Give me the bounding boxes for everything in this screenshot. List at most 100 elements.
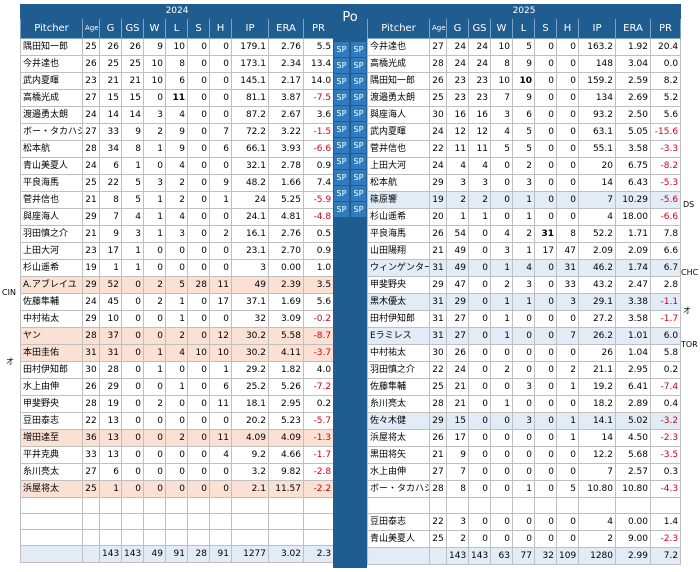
cell-pr: -3.5 bbox=[649, 446, 682, 464]
cell-w: 10 bbox=[490, 72, 513, 90]
cell-ip: 30.2 bbox=[231, 327, 269, 345]
cell-g: 13 bbox=[99, 429, 122, 447]
cell-name: 本田圭佑 bbox=[20, 344, 83, 362]
empty-cell bbox=[121, 497, 144, 514]
cell-g: 4 bbox=[446, 157, 469, 175]
empty-cell bbox=[165, 497, 188, 514]
cell-l: 5 bbox=[512, 140, 535, 158]
cell-s: 0 bbox=[534, 429, 557, 447]
cell-ip: 24.1 bbox=[231, 208, 269, 226]
cell-w: 0 bbox=[143, 157, 166, 175]
pitcher-row: 羽田慎之介 21 9 3 1 3 0 2 16.1 2.76 0.5 bbox=[20, 225, 335, 243]
pitcher-row: 杉山遥希 19 1 1 0 0 0 0 3 0.00 1.0 bbox=[20, 259, 335, 277]
cell-era bbox=[615, 497, 651, 514]
cell-name: 浜屋将太 bbox=[367, 429, 430, 447]
pitcher-row bbox=[367, 497, 682, 514]
cell-w: 1 bbox=[490, 327, 513, 345]
cell-s: 0 bbox=[534, 293, 557, 311]
sp-badge: SP bbox=[351, 186, 366, 201]
cell-era: 1.71 bbox=[615, 225, 651, 243]
cell-w: 0 bbox=[143, 259, 166, 277]
cell-pr: 6.0 bbox=[649, 327, 682, 345]
cell-s: 28 bbox=[187, 276, 210, 294]
cell-age: 24 bbox=[82, 293, 100, 311]
cell-era: 4.81 bbox=[268, 208, 304, 226]
cell-w: 2 bbox=[490, 276, 513, 294]
cell-pr: 5.8 bbox=[649, 344, 682, 362]
total-h: 91 bbox=[209, 545, 232, 563]
year-label: 2025 bbox=[366, 4, 682, 19]
cell-age: 25 bbox=[429, 89, 447, 107]
cell-ip: 12.2 bbox=[578, 446, 616, 464]
cell-pr: 5.5 bbox=[302, 38, 335, 56]
cell-s: 0 bbox=[534, 38, 557, 56]
cell-pr: 14.0 bbox=[302, 72, 335, 90]
cell-s: 0 bbox=[187, 72, 210, 90]
cell-w: 0 bbox=[490, 480, 513, 498]
cell-w: 9 bbox=[143, 38, 166, 56]
cell-gs: 5 bbox=[121, 174, 144, 192]
cell-h: 0 bbox=[556, 89, 579, 107]
cell-g: 22 bbox=[99, 174, 122, 192]
cell-h: 33 bbox=[556, 276, 579, 294]
cell-age: 25 bbox=[82, 174, 100, 192]
cell-name: 上田大河 bbox=[367, 157, 430, 175]
cell-age: 28 bbox=[82, 140, 100, 158]
cell-h: 0 bbox=[209, 38, 232, 56]
cell-w: 2 bbox=[143, 276, 166, 294]
totals-row: 143 143 63 77 32 109 1280 2.99 7.2 bbox=[367, 547, 682, 565]
cell-ip: 16.1 bbox=[231, 225, 269, 243]
table-2025: 2025 Pitcher Age G GS W L S H IP ERA PR 今井達也 27 24 24 10… bbox=[366, 4, 682, 565]
cell-ip: 20 bbox=[578, 157, 616, 175]
cell-h: 0 bbox=[209, 310, 232, 328]
total-s: 28 bbox=[187, 545, 210, 563]
cell-g: 37 bbox=[99, 327, 122, 345]
cell-w: 1 bbox=[143, 361, 166, 379]
cell-s: 0 bbox=[187, 395, 210, 413]
pitcher-row: 武内夏暉 24 12 12 4 5 0 0 63.1 5.05 -15.6 bbox=[367, 123, 682, 141]
empty-cell bbox=[209, 513, 232, 530]
sp-badge: SP bbox=[334, 154, 349, 169]
cell-gs: 3 bbox=[121, 225, 144, 243]
cell-age: 36 bbox=[82, 429, 100, 447]
pitcher-row: 菅井信也 21 8 5 1 2 0 1 24 5.25 -5.9 bbox=[20, 191, 335, 209]
pitcher-row: 佐藤隼輔 24 45 0 2 1 0 17 37.1 1.69 5.6 bbox=[20, 293, 335, 311]
cell-w: 1 bbox=[143, 225, 166, 243]
cell-age bbox=[429, 497, 447, 514]
cell-s: 0 bbox=[534, 174, 557, 192]
cell-ip: 26.2 bbox=[578, 327, 616, 345]
cell-w: 0 bbox=[143, 429, 166, 447]
cell-h: 11 bbox=[209, 429, 232, 447]
cell-era: 2.70 bbox=[268, 242, 304, 260]
cell-age: 22 bbox=[429, 513, 447, 531]
cell-era: 9.00 bbox=[615, 530, 651, 548]
cell-g: 9 bbox=[446, 446, 469, 464]
cell-h: 6 bbox=[209, 378, 232, 396]
cell-h: 0 bbox=[556, 55, 579, 73]
cell-w: 0 bbox=[143, 310, 166, 328]
cell-l: 1 bbox=[165, 310, 188, 328]
cell-gs: 0 bbox=[468, 361, 491, 379]
cell-l: 1 bbox=[512, 293, 535, 311]
cell-pr: -5.3 bbox=[649, 174, 682, 192]
cell-h: 0 bbox=[556, 106, 579, 124]
cell-ip: 25.2 bbox=[231, 378, 269, 396]
cell-h: 1 bbox=[209, 361, 232, 379]
cell-l: 0 bbox=[512, 463, 535, 481]
cell-g: 23 bbox=[446, 89, 469, 107]
cell-l: 3 bbox=[512, 276, 535, 294]
cell-era: 1.92 bbox=[615, 38, 651, 56]
cell-name: 佐藤隼輔 bbox=[20, 293, 83, 311]
cell-s: 0 bbox=[534, 361, 557, 379]
cell-era: 4.66 bbox=[268, 446, 304, 464]
sp-badge: SP bbox=[334, 122, 349, 137]
cell-name: 黒木優太 bbox=[367, 293, 430, 311]
cell-era: 1.69 bbox=[268, 293, 304, 311]
cell-gs: 4 bbox=[468, 157, 491, 175]
cell-name: 糸川亮太 bbox=[367, 395, 430, 413]
pitcher-row: 今井達也 27 24 24 10 5 0 0 163.2 1.92 20.4 bbox=[367, 38, 682, 56]
cell-h: 0 bbox=[556, 530, 579, 548]
cell-name: 武内夏暉 bbox=[20, 72, 83, 90]
column-header: G bbox=[99, 18, 122, 39]
cell-age: 22 bbox=[82, 412, 100, 430]
